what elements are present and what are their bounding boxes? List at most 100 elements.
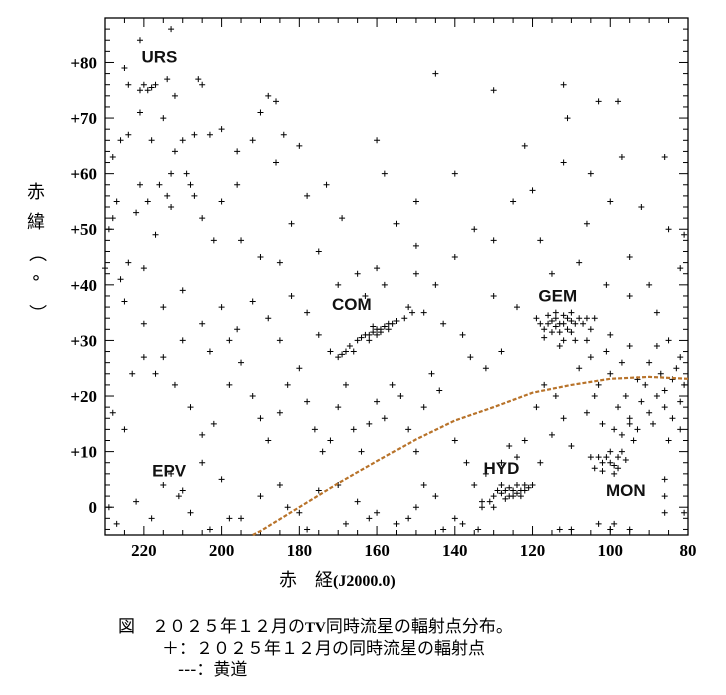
y-tick-label: 0 [89, 498, 98, 517]
radiant-point [148, 515, 155, 522]
radiant-point [405, 304, 412, 311]
radiant-point [626, 526, 633, 533]
radiant-point [273, 98, 280, 105]
radiant-point [451, 254, 458, 261]
radiant-point [284, 381, 291, 388]
radiant-point [342, 348, 349, 355]
y-tick-label: +80 [70, 53, 97, 72]
radiant-point [276, 409, 283, 416]
radiant-point [541, 334, 548, 341]
radiant-point [653, 342, 660, 349]
radiant-point [607, 198, 614, 205]
radiant-point [148, 84, 155, 91]
radiant-point [564, 326, 571, 333]
radiant-point [583, 315, 590, 322]
caption-legend-radiant: ＋：２０２５年１２月の同時流星の輻射点 [162, 639, 485, 659]
radiant-point [311, 426, 318, 433]
radiant-point [552, 323, 559, 330]
radiant-point [498, 490, 505, 497]
radiant-point [618, 448, 625, 455]
radiant-point [494, 487, 501, 494]
radiant-point [257, 109, 264, 116]
radiant-point [366, 331, 373, 338]
radiant-point [276, 481, 283, 488]
radiant-point [199, 459, 206, 466]
radiant-point [109, 153, 116, 160]
radiant-point [354, 498, 361, 505]
x-tick-label: 220 [131, 541, 157, 560]
radiant-point [595, 454, 602, 461]
x-tick-label: 100 [598, 541, 624, 560]
radiant-point [191, 131, 198, 138]
radiant-point [634, 426, 641, 433]
radiant-point [560, 81, 567, 88]
radiant-point [432, 493, 439, 500]
radiant-point [607, 448, 614, 455]
radiant-point [152, 370, 159, 377]
radiant-point [164, 192, 171, 199]
radiant-point [206, 131, 213, 138]
radiant-point [164, 76, 171, 83]
radiant-point [381, 323, 388, 330]
radiant-point [451, 437, 458, 444]
radiant-point [117, 137, 124, 144]
radiant-point [152, 231, 159, 238]
radiant-point [179, 337, 186, 344]
radiant-point [556, 342, 563, 349]
radiant-point [591, 393, 598, 400]
y-label-char: ） [26, 304, 47, 322]
radiant-point [304, 309, 311, 316]
radiant-point [611, 520, 618, 527]
radiant-point [607, 331, 614, 338]
radiant-point [238, 515, 245, 522]
radiant-point [304, 398, 311, 405]
radiant-point [440, 320, 447, 327]
radiant-point [105, 226, 112, 233]
radiant-point [179, 287, 186, 294]
radiant-point [121, 298, 128, 305]
radiant-point [661, 387, 668, 394]
radiant-point [374, 137, 381, 144]
radiant-point [587, 354, 594, 361]
radiant-point [288, 220, 295, 227]
radiant-point [665, 226, 672, 233]
radiant-point [125, 81, 132, 88]
radiant-point [152, 81, 159, 88]
radiant-point [513, 490, 520, 497]
radiant-point [335, 404, 342, 411]
radiant-point [168, 204, 175, 211]
radiant-point [638, 398, 645, 405]
radiant-point [350, 348, 357, 355]
shower-label-hyd: HYD [483, 459, 519, 478]
y-label-char: 赤 [27, 182, 45, 203]
radiant-point [463, 459, 470, 466]
radiant-point [568, 329, 575, 336]
x-tick-label: 200 [209, 541, 235, 560]
radiant-point [265, 92, 272, 99]
radiant-point [513, 481, 520, 488]
radiant-point [296, 365, 303, 372]
radiant-point [537, 320, 544, 327]
radiant-point [545, 320, 552, 327]
radiant-point [218, 126, 225, 133]
radiant-point [611, 426, 618, 433]
x-label-epoch: (J2000.0) [333, 573, 396, 590]
radiant-point [136, 109, 143, 116]
radiant-point [206, 348, 213, 355]
radiant-point [273, 159, 280, 166]
radiant-point [681, 381, 688, 388]
radiant-point [451, 515, 458, 522]
radiant-point [238, 359, 245, 366]
radiant-point [420, 481, 427, 488]
shower-label-mon: MON [606, 481, 646, 500]
radiant-point [171, 92, 178, 99]
radiant-point [249, 298, 256, 305]
radiant-point [335, 354, 342, 361]
radiant-point [479, 504, 486, 511]
radiant-point [358, 334, 365, 341]
radiant-point [506, 443, 513, 450]
radiant-point [583, 337, 590, 344]
radiant-point [183, 170, 190, 177]
radiant-point [587, 454, 594, 461]
radiant-point [545, 312, 552, 319]
